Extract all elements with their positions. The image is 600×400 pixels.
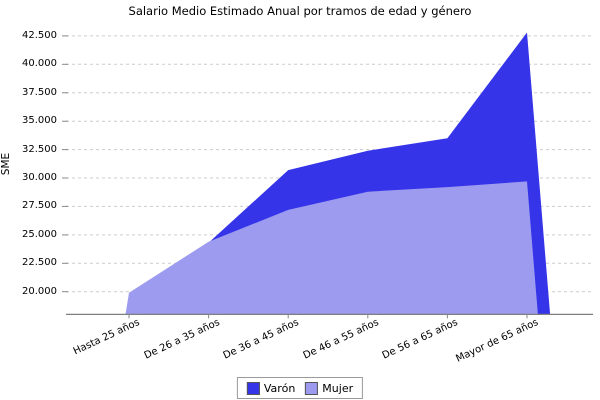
y-tick-label: 37.500 bbox=[22, 86, 57, 98]
legend-label-mujer: Mujer bbox=[322, 381, 354, 395]
y-tick-label: 32.500 bbox=[22, 143, 57, 155]
mujer-swatch-icon bbox=[305, 381, 319, 395]
legend: Varón Mujer bbox=[236, 377, 364, 399]
y-tick-label: 20.000 bbox=[22, 285, 57, 297]
varon-swatch-icon bbox=[246, 381, 260, 395]
legend-item-mujer: Mujer bbox=[305, 381, 354, 395]
y-tick-label: 30.000 bbox=[22, 172, 57, 183]
legend-item-varon: Varón bbox=[246, 381, 296, 395]
legend-label-varon: Varón bbox=[263, 381, 296, 395]
y-tick-label: 40.000 bbox=[22, 58, 57, 70]
area-series-mujer bbox=[125, 181, 538, 315]
y-tick-label: 22.500 bbox=[22, 257, 57, 269]
y-tick-label: 35.000 bbox=[22, 115, 57, 127]
y-tick-label: 25.000 bbox=[22, 228, 57, 240]
y-tick-label: 27.500 bbox=[22, 200, 57, 212]
chart-title: Salario Medio Estimado Anual por tramos … bbox=[128, 4, 472, 18]
y-tick-label: 42.500 bbox=[22, 29, 57, 41]
